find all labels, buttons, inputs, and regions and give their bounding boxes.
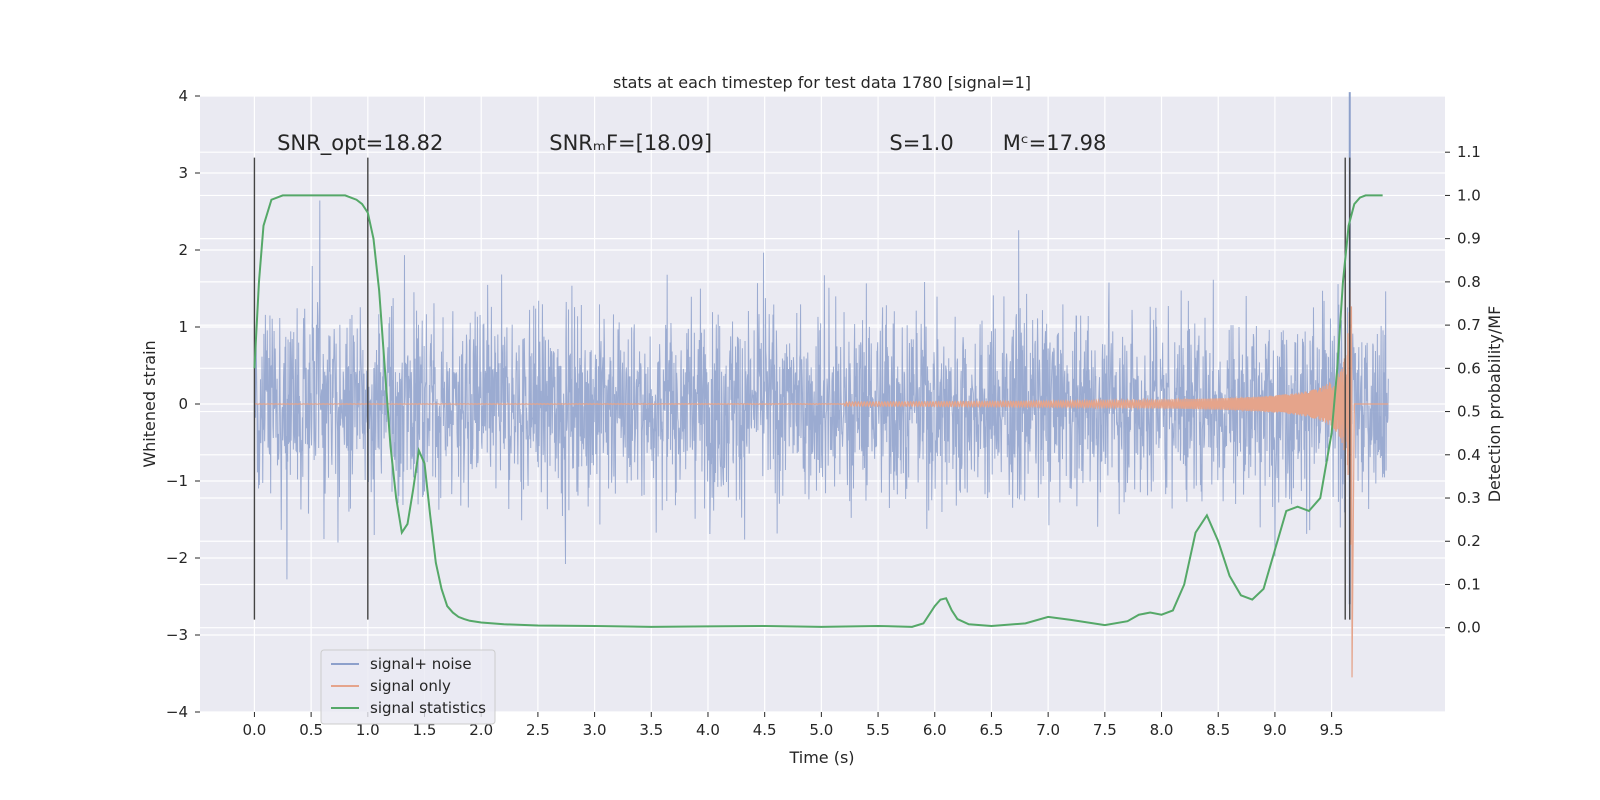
x-tick-label: 6.0	[923, 721, 947, 739]
y-right-tick-label: 1.0	[1457, 186, 1481, 204]
y-tick-label: 2	[178, 241, 188, 259]
chart-title: stats at each timestep for test data 178…	[613, 73, 1031, 92]
y-tick-label: 1	[178, 318, 188, 336]
x-tick-label: 6.5	[980, 721, 1004, 739]
x-tick-label: 1.0	[356, 721, 380, 739]
legend-label-signal-only: signal only	[370, 677, 451, 695]
legend-box	[320, 649, 496, 725]
annotation-mc: Mᶜ=17.98	[1003, 131, 1107, 155]
y-tick-label: 4	[178, 87, 188, 105]
axes: 0.0 0.5 1.0 1.5 2.0 2.5 3.0 3.5 4.0 4.5 5.0 5.5 6.0 6…	[166, 87, 1481, 739]
y-right-tick-label: 0.0	[1457, 619, 1481, 637]
y-right-tick-label: 0.7	[1457, 316, 1481, 334]
annotations: SNR_opt=18.82 SNRₘF=[18.09] S=1.0 Mᶜ=17.98	[277, 131, 1106, 156]
y-right-tick-label: 0.8	[1457, 273, 1481, 291]
x-tick-label: 4.5	[753, 721, 777, 739]
x-tick-label: 9.5	[1320, 721, 1344, 739]
x-tick-label: 0.5	[299, 721, 323, 739]
annotation-s: S=1.0	[889, 131, 953, 155]
legend-label-signal-statistics: signal statistics	[370, 699, 486, 717]
y-tick-label: −1	[166, 472, 188, 490]
x-tick-label: 7.0	[1036, 721, 1060, 739]
x-tick-label: 8.5	[1206, 721, 1230, 739]
y-right-tick-label: 0.6	[1457, 359, 1481, 377]
y-axis-label: Whitened strain	[140, 340, 159, 467]
x-tick-label: 5.0	[809, 721, 833, 739]
x-tick-label: 1.5	[413, 721, 437, 739]
vertical-markers	[253, 157, 1351, 620]
annotation-snr-opt: SNR_opt=18.82	[277, 131, 443, 156]
y-right-tick-label: 0.9	[1457, 230, 1481, 248]
signal-statistics-series	[253, 194, 1383, 628]
x-tick-label: 3.5	[639, 721, 663, 739]
x-tick-label: 0.0	[242, 721, 266, 739]
y-right-tick-label: 0.3	[1457, 489, 1481, 507]
signal-noise-line	[253, 200, 1389, 580]
x-tick-label: 3.0	[583, 721, 607, 739]
x-tick-label: 4.0	[696, 721, 720, 739]
annotation-snr-mf: SNRₘF=[18.09]	[549, 131, 712, 155]
legend-label-signal-noise: signal+ noise	[370, 655, 472, 673]
signal-statistics-line	[253, 194, 1383, 628]
x-tick-label: 2.0	[469, 721, 493, 739]
y-tick-label: −3	[166, 626, 188, 644]
x-axis-label: Time (s)	[788, 748, 854, 767]
y-right-tick-label: 0.4	[1457, 446, 1481, 464]
x-tick-label: 8.0	[1150, 721, 1174, 739]
signal-only-line	[254, 287, 1389, 678]
y-right-tick-label: 1.1	[1457, 143, 1481, 161]
y-right-tick-label: 0.1	[1457, 575, 1481, 593]
x-tick-label: 7.5	[1093, 721, 1117, 739]
y-tick-label: −2	[166, 549, 188, 567]
y-right-tick-label: 0.2	[1457, 532, 1481, 550]
y-tick-label: −4	[166, 703, 188, 721]
y-tick-label: 0	[178, 395, 188, 413]
y-right-axis-label: Detection probability/MF	[1485, 306, 1504, 503]
y-tick-label: 3	[178, 164, 188, 182]
y-right-tick-label: 0.5	[1457, 403, 1481, 421]
x-tick-label: 2.5	[526, 721, 550, 739]
signal-only-series	[254, 287, 1389, 678]
x-tick-label: 9.0	[1263, 721, 1287, 739]
legend: signal+ noise signal only signal statist…	[320, 649, 496, 725]
x-tick-label: 5.5	[866, 721, 890, 739]
